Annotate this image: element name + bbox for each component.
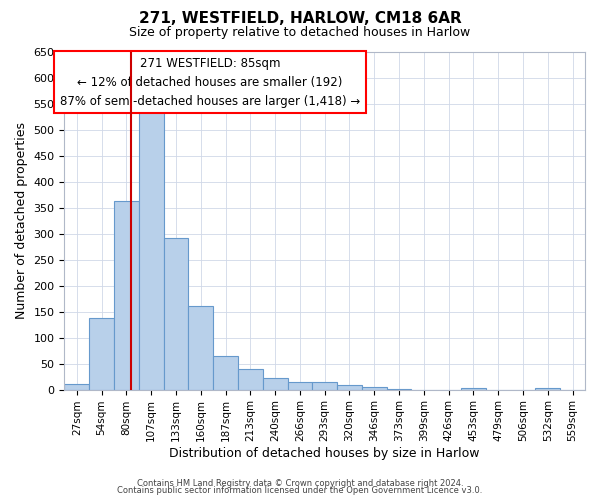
Bar [164, 238, 188, 390]
Bar [114, 202, 139, 390]
Y-axis label: Number of detached properties: Number of detached properties [15, 122, 28, 319]
Text: 271, WESTFIELD, HARLOW, CM18 6AR: 271, WESTFIELD, HARLOW, CM18 6AR [139, 11, 461, 26]
Bar [386, 388, 412, 390]
Bar [461, 388, 486, 390]
Bar [188, 306, 213, 390]
Bar [213, 356, 238, 390]
Bar [313, 382, 337, 390]
Text: Contains public sector information licensed under the Open Government Licence v3: Contains public sector information licen… [118, 486, 482, 495]
Bar [89, 318, 114, 390]
X-axis label: Distribution of detached houses by size in Harlow: Distribution of detached houses by size … [169, 447, 480, 460]
Bar [287, 382, 313, 390]
Bar [139, 110, 164, 390]
Bar [535, 388, 560, 390]
Text: 271 WESTFIELD: 85sqm
← 12% of detached houses are smaller (192)
87% of semi-deta: 271 WESTFIELD: 85sqm ← 12% of detached h… [60, 56, 360, 108]
Bar [362, 387, 386, 390]
Bar [238, 369, 263, 390]
Text: Contains HM Land Registry data © Crown copyright and database right 2024.: Contains HM Land Registry data © Crown c… [137, 478, 463, 488]
Text: Size of property relative to detached houses in Harlow: Size of property relative to detached ho… [130, 26, 470, 39]
Bar [263, 378, 287, 390]
Bar [64, 384, 89, 390]
Bar [337, 385, 362, 390]
